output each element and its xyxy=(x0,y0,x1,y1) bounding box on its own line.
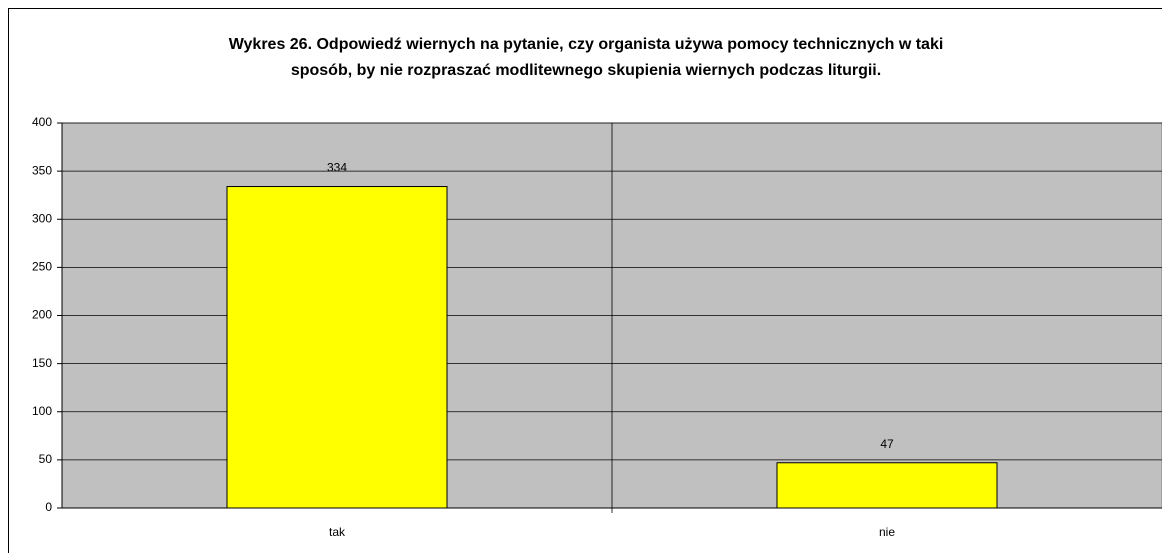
chart-title: Wykres 26. Odpowiedź wiernych na pytanie… xyxy=(229,36,944,53)
y-tick-label: 350 xyxy=(32,163,52,177)
bar xyxy=(776,462,998,509)
y-tick-label: 300 xyxy=(32,211,52,225)
x-tick-label: tak xyxy=(329,525,346,539)
data-label: 47 xyxy=(880,437,894,451)
chart-title: sposób, by nie rozpraszać modlitewnego s… xyxy=(291,62,881,79)
y-tick-label: 50 xyxy=(39,452,53,466)
bar xyxy=(226,186,448,509)
x-tick-label: nie xyxy=(879,525,895,539)
y-tick-label: 150 xyxy=(32,356,52,370)
y-tick-label: 100 xyxy=(32,404,52,418)
y-tick-label: 0 xyxy=(45,500,52,514)
y-tick-label: 400 xyxy=(32,115,52,129)
data-label: 334 xyxy=(327,161,347,175)
y-tick-label: 200 xyxy=(32,308,52,322)
y-tick-label: 250 xyxy=(32,260,52,274)
